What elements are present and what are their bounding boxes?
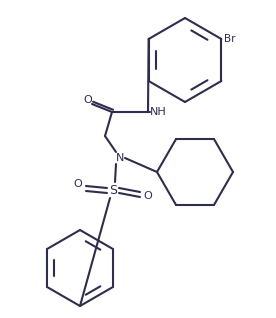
- Text: O: O: [74, 179, 82, 189]
- Text: NH: NH: [150, 107, 167, 117]
- Text: S: S: [109, 183, 117, 197]
- Text: O: O: [84, 95, 92, 105]
- Text: O: O: [144, 191, 152, 201]
- Text: Br: Br: [224, 34, 236, 44]
- Text: N: N: [116, 153, 124, 163]
